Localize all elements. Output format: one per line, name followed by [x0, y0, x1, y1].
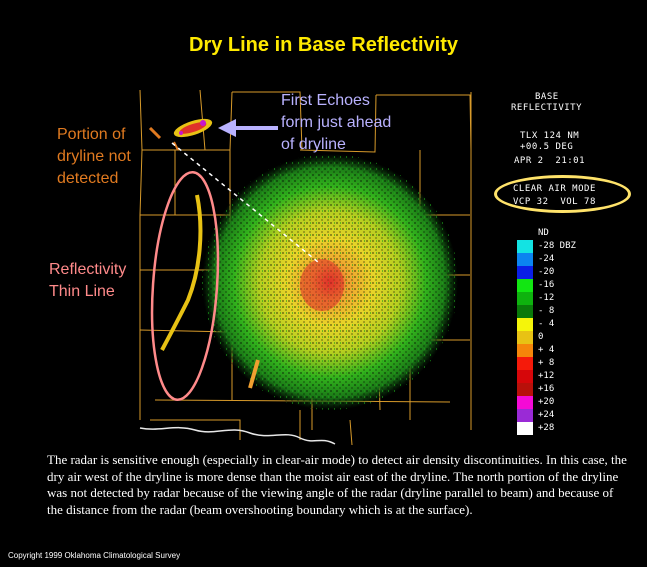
- legend-label: -20: [538, 267, 555, 277]
- mode-highlight-ellipse: [494, 175, 631, 213]
- legend-item: ND: [517, 227, 627, 240]
- legend-swatch: [517, 292, 533, 305]
- legend-swatch: [517, 253, 533, 266]
- legend-swatch: [517, 396, 533, 409]
- legend-label: + 8: [538, 358, 555, 368]
- dryline-echo-segment: [248, 359, 260, 389]
- description-text: The radar is sensitive enough (especiall…: [47, 452, 627, 517]
- legend-swatch: [517, 422, 533, 435]
- legend-label: +28: [538, 423, 555, 433]
- dryline-thin-line: [160, 194, 203, 351]
- legend-label: +16: [538, 384, 555, 394]
- legend-swatch: [517, 357, 533, 370]
- legend-swatch: [517, 240, 533, 253]
- legend-swatch: [517, 266, 533, 279]
- thin-line-highlight-ellipse: [150, 171, 220, 401]
- legend-item: - 8: [517, 305, 627, 318]
- legend-label: -24: [538, 254, 555, 264]
- radar-datetime: APR 2 21:01: [514, 156, 586, 166]
- radar-id: TLX 124 NM: [520, 131, 580, 141]
- legend-label: 0: [538, 332, 544, 342]
- legend-label: -12: [538, 293, 555, 303]
- dryline-undetected-mark: [173, 141, 179, 151]
- legend-label: +20: [538, 397, 555, 407]
- copyright-text: Copyright 1999 Oklahoma Climatological S…: [8, 551, 181, 560]
- legend-label: ND: [538, 228, 549, 238]
- annotation-dryline-not-detected: Portion of dryline not detected: [57, 126, 131, 187]
- legend-label: +24: [538, 410, 555, 420]
- first-echoes-cell: [173, 118, 213, 138]
- legend-swatch: [517, 344, 533, 357]
- river-line: [139, 426, 336, 445]
- legend-swatch: [517, 383, 533, 396]
- legend-swatch: [517, 318, 533, 331]
- legend-swatch: [517, 370, 533, 383]
- legend-swatch: [517, 331, 533, 344]
- legend-label: + 4: [538, 345, 555, 355]
- annotation-thin-line: Reflectivity Thin Line: [49, 261, 127, 300]
- dryline-undetected-mark: [148, 126, 162, 140]
- legend-swatch: [517, 409, 533, 422]
- legend-label: -16: [538, 280, 555, 290]
- legend-label: +12: [538, 371, 555, 381]
- legend-swatch: [517, 227, 533, 240]
- radar-header-line2: REFLECTIVITY: [511, 103, 583, 113]
- legend-item: + 4: [517, 344, 627, 357]
- legend-label: -28 DBZ: [538, 241, 576, 251]
- legend-item: 0: [517, 331, 627, 344]
- legend-swatch: [517, 279, 533, 292]
- radar-echo-core: [300, 259, 344, 311]
- legend-item: -16: [517, 279, 627, 292]
- legend-item: +12: [517, 370, 627, 383]
- legend-item: + 8: [517, 357, 627, 370]
- legend-item: -12: [517, 292, 627, 305]
- legend-item: +24: [517, 409, 627, 422]
- legend-item: +20: [517, 396, 627, 409]
- legend-item: +16: [517, 383, 627, 396]
- legend-item: -28 DBZ: [517, 240, 627, 253]
- radar-elevation: +00.5 DEG: [520, 142, 574, 152]
- legend-item: - 4: [517, 318, 627, 331]
- page-title: Dry Line in Base Reflectivity: [189, 34, 458, 56]
- legend-label: - 8: [538, 306, 555, 316]
- legend-label: - 4: [538, 319, 555, 329]
- first-echoes-arrow: [218, 119, 278, 137]
- legend-item: -20: [517, 266, 627, 279]
- annotation-first-echoes: First Echoes form just ahead of dryline: [281, 92, 392, 153]
- radar-header-line1: BASE: [535, 92, 559, 102]
- reflectivity-legend: ND -28 DBZ -24 -20 -16 -12 - 8 - 4 0 + 4 + 8 +12 +16…: [517, 227, 627, 435]
- legend-item: +28: [517, 422, 627, 435]
- legend-swatch: [517, 305, 533, 318]
- legend-item: -24: [517, 253, 627, 266]
